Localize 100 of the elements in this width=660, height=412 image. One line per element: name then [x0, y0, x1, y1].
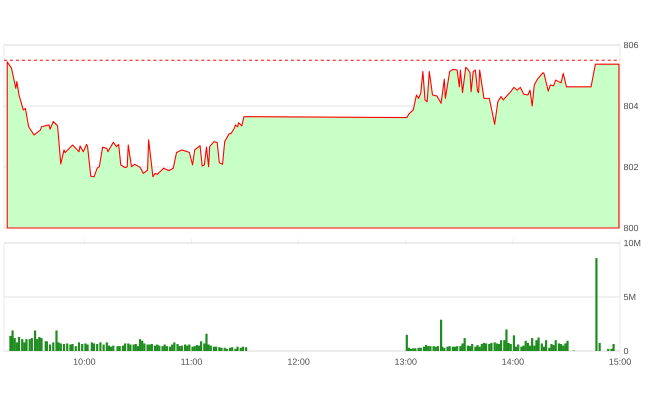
bar [432, 346, 435, 351]
bar [74, 346, 77, 351]
x-tick-label: 14:00 [502, 358, 524, 365]
bar [48, 344, 52, 351]
bar [520, 346, 523, 351]
y-tick-label: 0 [624, 348, 628, 354]
bar [180, 346, 183, 351]
bar [474, 346, 476, 351]
bar [25, 339, 28, 351]
bar [245, 347, 248, 351]
y-tick-label: 804 [624, 102, 638, 110]
y-tick-label: 806 [624, 42, 638, 48]
bar [526, 342, 529, 351]
bar [240, 348, 242, 351]
bar [154, 346, 156, 351]
x-tick-label: 13:00 [395, 358, 417, 365]
bar [150, 344, 153, 351]
bar [490, 342, 493, 351]
bar [476, 345, 479, 351]
bar [96, 344, 98, 351]
x-tick-label: 11:00 [181, 358, 202, 365]
bar [454, 346, 456, 351]
bar [456, 346, 458, 351]
bar [452, 346, 454, 351]
bar [18, 336, 20, 351]
bar [34, 330, 36, 351]
bar [138, 339, 142, 351]
bar [406, 334, 408, 351]
bar [550, 344, 553, 351]
bar [488, 344, 490, 351]
bar [198, 346, 200, 351]
bar [218, 347, 220, 351]
bar [424, 345, 428, 351]
bar [231, 347, 234, 351]
bar [468, 346, 472, 351]
y-tick-label: 10M [624, 240, 640, 246]
bar [69, 344, 72, 351]
y-tick-label: 5M [624, 294, 636, 300]
bar [184, 344, 186, 351]
bar [482, 342, 486, 351]
bar [494, 342, 496, 351]
bar [122, 346, 124, 351]
bar [512, 335, 516, 351]
bar [112, 346, 114, 351]
bar [188, 344, 190, 351]
bar [116, 346, 119, 351]
bar [178, 346, 181, 351]
bar [21, 339, 24, 351]
bar [484, 343, 488, 351]
bar [40, 338, 43, 351]
bar [595, 258, 598, 351]
bar [554, 340, 557, 351]
bar [168, 346, 172, 351]
bar [171, 344, 174, 351]
bar [429, 346, 432, 351]
bar [498, 344, 500, 351]
bar [62, 344, 66, 351]
y-tick-label: 802 [624, 164, 638, 170]
x-tick-label: 10:00 [74, 358, 96, 365]
bar [215, 346, 218, 351]
bar [86, 344, 89, 351]
bar [191, 346, 194, 351]
bar [84, 343, 87, 351]
bar [28, 339, 31, 351]
bar [176, 344, 179, 351]
bar [106, 342, 108, 351]
bar [141, 340, 144, 351]
bar [224, 348, 226, 351]
bar [92, 343, 96, 351]
bar [102, 344, 105, 351]
bar [11, 330, 14, 351]
bar [478, 346, 481, 351]
bar [90, 342, 93, 351]
bar [66, 343, 68, 351]
bar [459, 346, 462, 351]
bar [129, 344, 132, 351]
bar [118, 346, 121, 351]
bar [434, 346, 437, 351]
bar [242, 346, 244, 351]
y-tick-label: 800 [624, 224, 638, 232]
bar [480, 344, 483, 351]
bar [124, 343, 126, 351]
bar [471, 344, 474, 351]
bar [524, 340, 527, 351]
bar [537, 338, 540, 351]
bar [562, 346, 564, 351]
bar [612, 344, 615, 351]
bar [558, 343, 560, 351]
bar [535, 340, 538, 351]
bar [212, 346, 216, 351]
bar [132, 344, 135, 351]
bar [464, 338, 466, 351]
bar [161, 346, 164, 351]
bar [566, 340, 569, 351]
bar [38, 336, 40, 351]
bar [236, 346, 239, 351]
bar [500, 340, 502, 351]
bar [427, 346, 430, 351]
bar [127, 343, 130, 351]
bar [143, 343, 146, 351]
